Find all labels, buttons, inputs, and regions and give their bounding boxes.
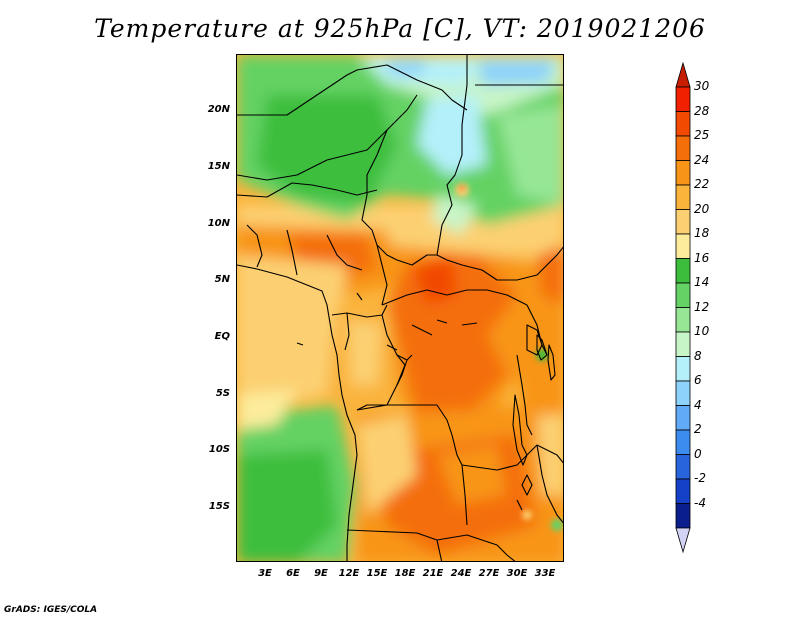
lon-label-21e: 21E <box>422 568 444 579</box>
lat-label-5n: 5N <box>214 274 230 285</box>
colorbar-bottom-triangle <box>675 527 691 554</box>
colorbar-box <box>675 135 691 161</box>
colorbar-label: 2 <box>694 422 702 436</box>
colorbar-label: -2 <box>694 471 706 485</box>
lon-label-18e: 18E <box>394 568 416 579</box>
colorbar-label: 25 <box>694 128 710 142</box>
lat-label-10s: 10S <box>208 444 230 455</box>
lat-label-eq: EQ <box>214 331 230 342</box>
lat-label-5s: 5S <box>215 388 230 399</box>
lon-label-12e: 12E <box>338 568 360 579</box>
colorbar-box <box>675 282 691 308</box>
colorbar-box <box>675 478 691 504</box>
colorbar-box <box>675 307 691 333</box>
colorbar-label: 0 <box>694 446 702 461</box>
lat-label-20n: 20N <box>207 104 230 115</box>
temperature-map <box>236 54 564 562</box>
colorbar-label: 16 <box>694 250 710 265</box>
lon-label-15e: 15E <box>366 568 388 579</box>
colorbar-box <box>675 233 691 259</box>
colorbar-label: 24 <box>694 152 710 167</box>
colorbar-label: 18 <box>694 226 710 240</box>
colorbar-box <box>675 86 691 112</box>
lon-label-9e: 9E <box>314 568 328 579</box>
colorbar-box <box>675 209 691 235</box>
colorbar-label: 8 <box>694 348 702 363</box>
lon-label-33e: 33E <box>534 568 556 579</box>
chart-title: Temperature at 925hPa [C], VT: 201902120… <box>94 14 706 43</box>
lat-label-15n: 15N <box>207 161 230 172</box>
lat-label-10n: 10N <box>207 218 230 229</box>
colorbar-label: 14 <box>694 275 710 289</box>
colorbar-box <box>675 429 691 455</box>
colorbar-top-triangle <box>675 61 691 88</box>
colorbar-label: 12 <box>694 299 710 314</box>
temperature-map-svg <box>237 55 563 561</box>
footer-credit: GrADS: IGES/COLA <box>4 605 98 615</box>
temperature-fill <box>237 55 563 561</box>
colorbar-box <box>675 405 691 431</box>
colorbar-box <box>675 380 691 406</box>
colorbar-label: 20 <box>694 201 710 216</box>
colorbar-box <box>675 356 691 382</box>
colorbar-box <box>675 184 691 210</box>
colorbar-box <box>675 111 691 137</box>
colorbar-box <box>675 160 691 186</box>
lat-label-15s: 15S <box>208 501 230 512</box>
colorbar-label: 10 <box>694 324 710 338</box>
lon-label-3e: 3E <box>258 568 272 579</box>
colorbar-label: 28 <box>694 103 710 118</box>
colorbar-box <box>675 331 691 357</box>
colorbar-box <box>675 454 691 480</box>
lon-label-6e: 6E <box>286 568 300 579</box>
colorbar-label: 6 <box>694 373 702 387</box>
colorbar-box <box>675 258 691 284</box>
lon-label-24e: 24E <box>450 568 472 579</box>
country-borders <box>237 55 563 561</box>
colorbar-boxes <box>675 61 691 554</box>
colorbar-box <box>675 503 691 529</box>
colorbar-label: 30 <box>694 79 710 93</box>
colorbar-label: -4 <box>694 495 706 510</box>
colorbar-label: 22 <box>694 177 710 191</box>
lon-label-27e: 27E <box>478 568 500 579</box>
colorbar-label: 4 <box>694 397 702 412</box>
lon-label-30e: 30E <box>506 568 528 579</box>
